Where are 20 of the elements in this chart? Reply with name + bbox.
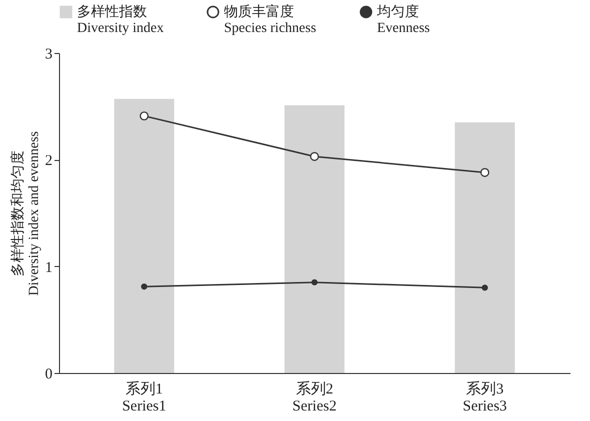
x-tick-label: 系列3 Series3 bbox=[462, 380, 507, 414]
point bbox=[311, 279, 318, 286]
y-tick-label: 2 bbox=[45, 153, 52, 170]
point bbox=[480, 168, 490, 177]
bar bbox=[114, 98, 174, 373]
point bbox=[482, 284, 488, 291]
legend-label: 物质丰富度 Species richness bbox=[224, 4, 316, 36]
y-tick-label: 3 bbox=[45, 46, 52, 62]
y-tick-label: 1 bbox=[45, 260, 52, 276]
x-tick-label: 系列2 Series2 bbox=[292, 380, 337, 414]
point bbox=[310, 152, 319, 161]
point bbox=[140, 111, 149, 120]
legend-label: 均匀度 Evenness bbox=[376, 4, 430, 36]
x-tick-label: 系列1 Series1 bbox=[122, 380, 166, 414]
y-axis-title: 多样性指数和均匀度 Diversity index and evenness bbox=[10, 131, 42, 296]
y-tick-label: 0 bbox=[45, 366, 52, 382]
point bbox=[141, 284, 148, 290]
bar bbox=[454, 122, 515, 373]
legend-label: 多样性指数 Diversity index bbox=[77, 4, 164, 36]
bar bbox=[284, 105, 344, 373]
